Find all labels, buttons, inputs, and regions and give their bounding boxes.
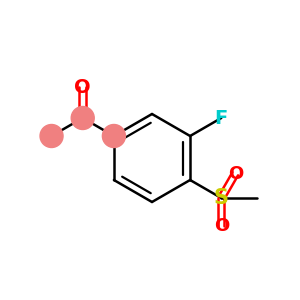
Circle shape [102, 124, 125, 148]
Text: F: F [215, 109, 228, 128]
Text: O: O [228, 165, 243, 183]
Circle shape [71, 106, 94, 130]
Text: O: O [74, 78, 91, 97]
Text: S: S [214, 188, 229, 208]
Circle shape [40, 124, 63, 148]
Text: O: O [214, 217, 229, 235]
